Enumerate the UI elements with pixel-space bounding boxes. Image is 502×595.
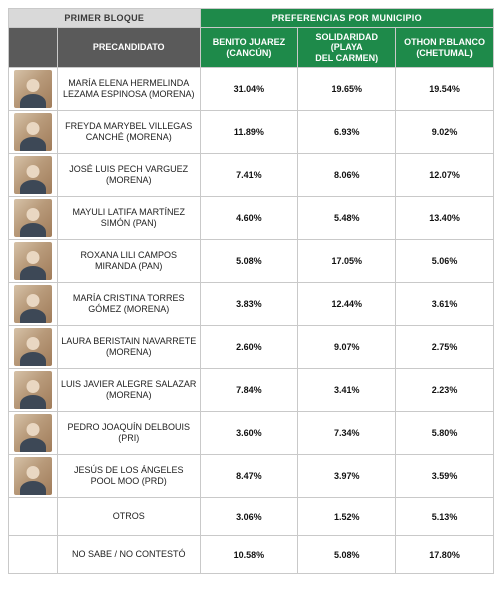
candidate-photo <box>14 285 52 323</box>
value-cell: 7.84% <box>200 369 298 412</box>
candidate-photo <box>14 457 52 495</box>
candidate-photo <box>14 199 52 237</box>
photo-cell <box>9 283 58 326</box>
photo-cell <box>9 154 58 197</box>
candidate-photo <box>14 328 52 366</box>
value-cell: 2.75% <box>396 326 494 369</box>
candidate-name: MARÍA ELENA HERMELINDA LEZAMA ESPINOSA (… <box>57 68 200 111</box>
value-cell: 10.58% <box>200 536 298 574</box>
value-cell: 9.02% <box>396 111 494 154</box>
value-cell: 5.48% <box>298 197 396 240</box>
value-cell: 3.60% <box>200 412 298 455</box>
value-cell: 3.41% <box>298 369 396 412</box>
candidate-name: PEDRO JOAQUÍN DELBOUIS (PRI) <box>57 412 200 455</box>
table-row: MAYULI LATIFA MARTÍNEZ SIMÓN (PAN)4.60%5… <box>9 197 494 240</box>
value-cell: 12.44% <box>298 283 396 326</box>
candidate-name: MAYULI LATIFA MARTÍNEZ SIMÓN (PAN) <box>57 197 200 240</box>
candidate-name: NO SABE / NO CONTESTÓ <box>57 536 200 574</box>
value-cell: 13.40% <box>396 197 494 240</box>
header-prefs: PREFERENCIAS POR MUNICIPIO <box>200 9 493 28</box>
value-cell: 5.13% <box>396 498 494 536</box>
photo-cell <box>9 536 58 574</box>
table-body: MARÍA ELENA HERMELINDA LEZAMA ESPINOSA (… <box>9 68 494 574</box>
value-cell: 1.52% <box>298 498 396 536</box>
candidate-name: ROXANA LILI CAMPOS MIRANDA (PAN) <box>57 240 200 283</box>
candidate-name: LAURA BERISTAIN NAVARRETE (MORENA) <box>57 326 200 369</box>
candidate-name: JESÚS DE LOS ÁNGELES POOL MOO (PRD) <box>57 455 200 498</box>
candidate-photo <box>14 371 52 409</box>
photo-cell <box>9 369 58 412</box>
header-precandidato: PRECANDIDATO <box>57 28 200 68</box>
value-cell: 12.07% <box>396 154 494 197</box>
value-cell: 17.05% <box>298 240 396 283</box>
table-row: ROXANA LILI CAMPOS MIRANDA (PAN)5.08%17.… <box>9 240 494 283</box>
header-muni-0: BENITO JUAREZ(CANCÚN) <box>200 28 298 68</box>
value-cell: 5.08% <box>298 536 396 574</box>
value-cell: 3.83% <box>200 283 298 326</box>
value-cell: 7.41% <box>200 154 298 197</box>
table-row: JOSÉ LUIS PECH VARGUEZ (MORENA)7.41%8.06… <box>9 154 494 197</box>
value-cell: 17.80% <box>396 536 494 574</box>
value-cell: 5.06% <box>396 240 494 283</box>
photo-cell <box>9 68 58 111</box>
photo-cell <box>9 498 58 536</box>
table-header: PRIMER BLOQUE PREFERENCIAS POR MUNICIPIO… <box>9 9 494 68</box>
header-muni-2: OTHON P.BLANCO(CHETUMAL) <box>396 28 494 68</box>
candidate-photo <box>14 70 52 108</box>
header-photo-col <box>9 28 58 68</box>
candidate-photo <box>14 414 52 452</box>
value-cell: 5.80% <box>396 412 494 455</box>
table-row: MARÍA ELENA HERMELINDA LEZAMA ESPINOSA (… <box>9 68 494 111</box>
value-cell: 2.60% <box>200 326 298 369</box>
candidate-name: JOSÉ LUIS PECH VARGUEZ (MORENA) <box>57 154 200 197</box>
table-row: LAURA BERISTAIN NAVARRETE (MORENA)2.60%9… <box>9 326 494 369</box>
photo-cell <box>9 412 58 455</box>
photo-cell <box>9 455 58 498</box>
candidate-name: OTROS <box>57 498 200 536</box>
candidate-name: FREYDA MARYBEL VILLEGAS CANCHÉ (MORENA) <box>57 111 200 154</box>
value-cell: 7.34% <box>298 412 396 455</box>
candidate-photo <box>14 156 52 194</box>
value-cell: 9.07% <box>298 326 396 369</box>
table-row: NO SABE / NO CONTESTÓ10.58%5.08%17.80% <box>9 536 494 574</box>
value-cell: 3.59% <box>396 455 494 498</box>
table-row: JESÚS DE LOS ÁNGELES POOL MOO (PRD)8.47%… <box>9 455 494 498</box>
value-cell: 3.61% <box>396 283 494 326</box>
candidate-photo <box>14 113 52 151</box>
value-cell: 2.23% <box>396 369 494 412</box>
value-cell: 31.04% <box>200 68 298 111</box>
value-cell: 5.08% <box>200 240 298 283</box>
table-row: LUIS JAVIER ALEGRE SALAZAR (MORENA)7.84%… <box>9 369 494 412</box>
value-cell: 4.60% <box>200 197 298 240</box>
photo-cell <box>9 197 58 240</box>
table-row: PEDRO JOAQUÍN DELBOUIS (PRI)3.60%7.34%5.… <box>9 412 494 455</box>
table-row: FREYDA MARYBEL VILLEGAS CANCHÉ (MORENA)1… <box>9 111 494 154</box>
preferences-table: PRIMER BLOQUE PREFERENCIAS POR MUNICIPIO… <box>8 8 494 574</box>
table-row: OTROS3.06%1.52%5.13% <box>9 498 494 536</box>
value-cell: 8.06% <box>298 154 396 197</box>
candidate-name: MARÍA CRISTINA TORRES GÓMEZ (MORENA) <box>57 283 200 326</box>
candidate-photo <box>14 242 52 280</box>
value-cell: 6.93% <box>298 111 396 154</box>
value-cell: 8.47% <box>200 455 298 498</box>
photo-cell <box>9 111 58 154</box>
header-muni-1: SOLIDARIDAD (PLAYADEL CARMEN) <box>298 28 396 68</box>
value-cell: 11.89% <box>200 111 298 154</box>
photo-cell <box>9 326 58 369</box>
table-row: MARÍA CRISTINA TORRES GÓMEZ (MORENA)3.83… <box>9 283 494 326</box>
value-cell: 3.06% <box>200 498 298 536</box>
value-cell: 19.54% <box>396 68 494 111</box>
value-cell: 3.97% <box>298 455 396 498</box>
photo-cell <box>9 240 58 283</box>
header-block: PRIMER BLOQUE <box>9 9 201 28</box>
candidate-name: LUIS JAVIER ALEGRE SALAZAR (MORENA) <box>57 369 200 412</box>
value-cell: 19.65% <box>298 68 396 111</box>
